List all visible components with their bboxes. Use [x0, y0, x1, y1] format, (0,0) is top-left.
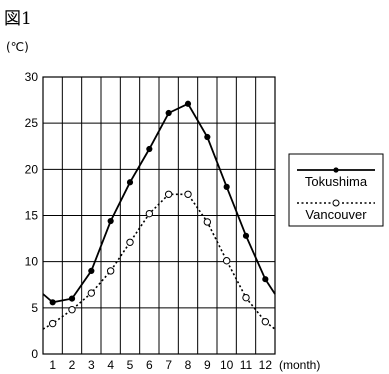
- legend-marker-vancouver: [332, 199, 340, 207]
- x-tick-label: 2: [69, 358, 76, 372]
- vancouver-point: [145, 209, 154, 218]
- vancouver-point: [261, 317, 270, 326]
- x-tick-label: 5: [127, 358, 134, 372]
- x-axis-label: (month): [279, 358, 320, 372]
- y-tick-label: 0: [31, 347, 38, 361]
- tokushima-point: [204, 133, 211, 141]
- vancouver-point: [203, 218, 212, 226]
- vancouver-point: [68, 305, 76, 314]
- x-tick-label: 9: [204, 358, 211, 372]
- series-vancouver: [42, 190, 276, 330]
- series-group: [42, 100, 276, 330]
- x-tick-label: 8: [185, 358, 192, 372]
- tokushima-point: [49, 299, 56, 306]
- legend: Tokushima Vancouver: [288, 153, 384, 227]
- vancouver-point: [106, 267, 115, 275]
- vancouver-point: [126, 238, 134, 246]
- figure-label: 図1: [4, 9, 32, 29]
- x-tick-label: 3: [88, 358, 95, 372]
- vancouver-point: [48, 319, 57, 328]
- y-tick-label: 10: [25, 255, 39, 269]
- x-tick-label: 7: [165, 358, 172, 372]
- x-tick-labels: 1 2 3 4 5 6 7 8 9 10 11 12: [49, 358, 272, 372]
- y-tick-label: 30: [25, 70, 39, 84]
- vancouver-point: [164, 190, 173, 198]
- x-tick-label: 12: [259, 358, 273, 372]
- tokushima-point: [88, 267, 95, 274]
- vancouver-point: [242, 293, 250, 302]
- x-tick-label: 4: [107, 358, 114, 372]
- vancouver-point: [87, 289, 96, 297]
- tokushima-point: [223, 183, 230, 190]
- legend-marker-tokushima: [333, 167, 339, 173]
- tokushima-point: [126, 179, 134, 186]
- tokushima-point: [262, 276, 269, 283]
- tokushima-point: [165, 109, 172, 117]
- tokushima-line: [42, 102, 276, 304]
- legend-label-vancouver: Vancouver: [305, 207, 367, 222]
- tokushima-point: [184, 100, 192, 107]
- x-tick-label: 11: [240, 358, 253, 372]
- y-tick-label: 5: [31, 301, 38, 315]
- x-tick-label: 1: [49, 358, 56, 372]
- y-axis-unit-label: (℃): [6, 40, 29, 54]
- y-tick-label: 25: [25, 116, 39, 130]
- plot-frame: [42, 76, 276, 355]
- legend-label-tokushima: Tokushima: [305, 174, 368, 189]
- y-tick-label: 20: [25, 162, 39, 176]
- y-tick-label: 15: [25, 209, 39, 223]
- x-tick-label: 6: [146, 358, 153, 372]
- vancouver-line: [42, 193, 276, 330]
- tokushima-point: [242, 232, 250, 239]
- vancouver-point: [184, 190, 192, 198]
- y-tick-labels: 0 5 10 15 20 25 30: [25, 70, 39, 361]
- legend-box: [288, 153, 384, 227]
- x-tick-label: 10: [220, 358, 234, 372]
- tokushima-point: [68, 295, 76, 302]
- grid: [42, 76, 276, 355]
- tokushima-point: [107, 217, 114, 225]
- vancouver-point: [222, 257, 231, 265]
- tokushima-point: [146, 145, 153, 153]
- series-tokushima: [42, 100, 276, 306]
